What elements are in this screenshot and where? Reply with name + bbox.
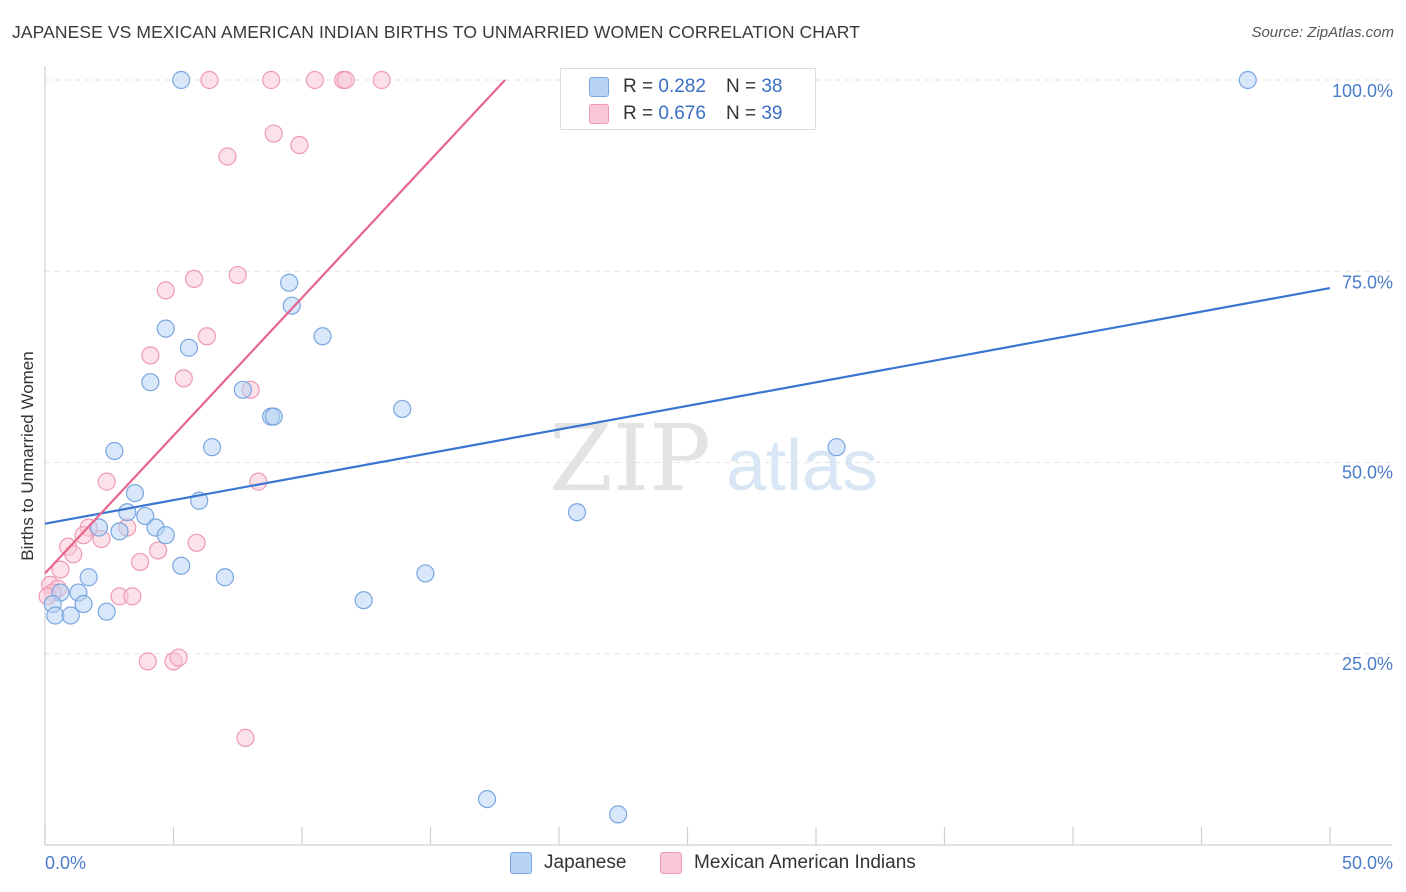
legend-n-label: N = [725,103,757,124]
japanese-swatch [510,852,532,874]
japanese-point [282,296,301,315]
japanese-point [264,407,283,426]
y-tick-label: 75.0% [1342,272,1393,292]
legend-n-label: N = [725,76,757,97]
japanese-point [827,438,846,457]
japanese-point [74,594,93,614]
mexican-point [156,281,175,300]
mexican-point [64,545,83,564]
japanese-trend-line [44,286,1331,525]
mexican-point [290,135,309,155]
y-axis-label: Births to Unmarried Women [18,351,37,560]
source-label: Source: ZipAtlas.com [1251,24,1394,41]
japanese-point [215,568,234,587]
watermark-zip: ZIP [549,405,711,512]
japanese-point [313,327,332,346]
japanese-point [567,503,587,522]
y-tick-label: 100.0% [1332,81,1393,101]
mexican-point [200,70,219,90]
mexican-point [174,369,193,388]
japanese-point [202,438,222,457]
chart-title: JAPANESE VS MEXICAN AMERICAN INDIAN BIRT… [12,22,861,42]
mexican-point [197,327,217,346]
japanese-point [156,526,175,545]
japanese-point [477,789,497,809]
mexican-point [228,265,247,285]
legend-n-value: 38 [761,76,783,97]
japanese-point [79,568,98,587]
mexican-point [141,346,160,365]
mexican-point [305,70,324,90]
trend-lines [44,79,1331,575]
japanese-point [354,591,373,610]
mexican-point [138,652,157,671]
mexican-point [74,526,93,545]
japanese-point [1238,70,1257,90]
mexican-point [51,560,70,579]
bottom-legend-mexican-label: Mexican American Indians [694,852,916,873]
y-tick-label: 50.0% [1342,463,1393,483]
mexican-trend-line [44,79,506,575]
mexican-point [264,124,283,143]
japanese-point [141,373,160,392]
mexican-point [218,147,237,166]
legend-r-label: R = [623,103,654,124]
mexican-point [187,533,206,552]
watermark-atlas: atlas [726,426,878,506]
legend: R = 0.282 N = 38 R = 0.676 N = 39 [560,68,816,130]
watermark: ZIP atlas [549,405,878,512]
ticks: 25.0% 50.0% 75.0% 100.0% 0.0% 50.0% [45,81,1393,873]
legend-row-japanese: R = 0.282 N = 38 [589,75,782,99]
japanese-point [110,522,129,541]
japanese-point [97,602,116,621]
bottom-legend-mexican: Mexican American Indians [660,852,916,874]
axes [44,66,1392,846]
japanese-point [118,503,137,522]
legend-n-value: 39 [761,103,783,124]
japanese-point [179,338,199,357]
x-tick-label: 50.0% [1342,853,1393,873]
bottom-legend-japanese: Japanese [510,852,626,874]
mexican-point [97,472,116,491]
japanese-point [393,399,412,419]
japanese-point [46,606,65,625]
mexican-point [249,472,268,491]
mexican-point [336,70,355,90]
y-tick-label: 25.0% [1342,654,1393,674]
legend-r-value: 0.676 [658,103,706,124]
mexican-point [123,587,142,606]
japanese-point [61,606,80,625]
mexican-point [262,70,281,90]
japanese-point [609,805,628,824]
legend-r-label: R = [623,76,654,97]
mexican-swatch [660,852,682,874]
japanese-point [280,273,299,292]
japanese-point [136,506,155,526]
mexican-swatch [589,104,609,124]
mexican-point [184,269,204,288]
grid-lines [45,79,1392,655]
bottom-legend-japanese-label: Japanese [544,852,627,873]
mexican-point [236,728,255,748]
japanese-point [172,70,191,90]
legend-r-value: 0.282 [658,76,706,97]
mexican-point [169,648,188,667]
japanese-point [233,380,252,399]
mexican-point [130,552,150,572]
japanese-point [172,556,191,575]
japanese-point [156,319,175,338]
japanese-point [125,484,145,503]
x-tick-label: 0.0% [45,853,86,873]
mexican-point [372,70,391,90]
japanese-point [105,441,124,461]
japanese-point [416,564,435,583]
japanese-point [89,518,109,537]
mexican-point [148,541,168,560]
legend-row-mexican: R = 0.676 N = 39 [589,102,782,126]
japanese-swatch [589,77,609,97]
japanese-series [43,70,1257,824]
